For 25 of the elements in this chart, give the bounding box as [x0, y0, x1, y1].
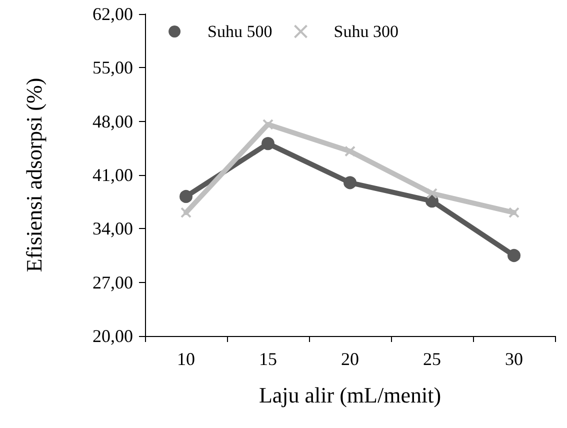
point — [262, 137, 274, 150]
point — [426, 188, 438, 199]
point — [262, 118, 274, 130]
point — [344, 176, 356, 190]
point — [180, 207, 192, 218]
x-tick-label: 20 — [341, 349, 359, 369]
x-tick-label: 30 — [505, 349, 523, 369]
legend-label: Suhu 300 — [334, 22, 398, 41]
y-tick-label: 20,00 — [92, 326, 133, 346]
point — [508, 249, 520, 262]
point — [508, 207, 520, 218]
x-axis-title: Laju alir (mL/menit) — [258, 382, 442, 408]
y-tick-label: 41,00 — [92, 165, 133, 185]
point — [180, 190, 192, 203]
y-tick-label: 48,00 — [92, 111, 133, 132]
x-tick-label: 25 — [423, 349, 441, 369]
y-tick-label: 34,00 — [92, 218, 133, 239]
point — [344, 146, 356, 157]
x-tick-label: 15 — [259, 349, 277, 369]
y-tick-label: 27,00 — [92, 272, 133, 292]
y-axis-title: Efisiensi adsorpsi (%) — [22, 78, 46, 272]
legend-label: Suhu 500 — [208, 22, 272, 41]
y-tick-label: 55,00 — [92, 58, 133, 78]
x-tick-label: 10 — [177, 349, 195, 369]
y-tick-label: 62,00 — [92, 4, 133, 24]
